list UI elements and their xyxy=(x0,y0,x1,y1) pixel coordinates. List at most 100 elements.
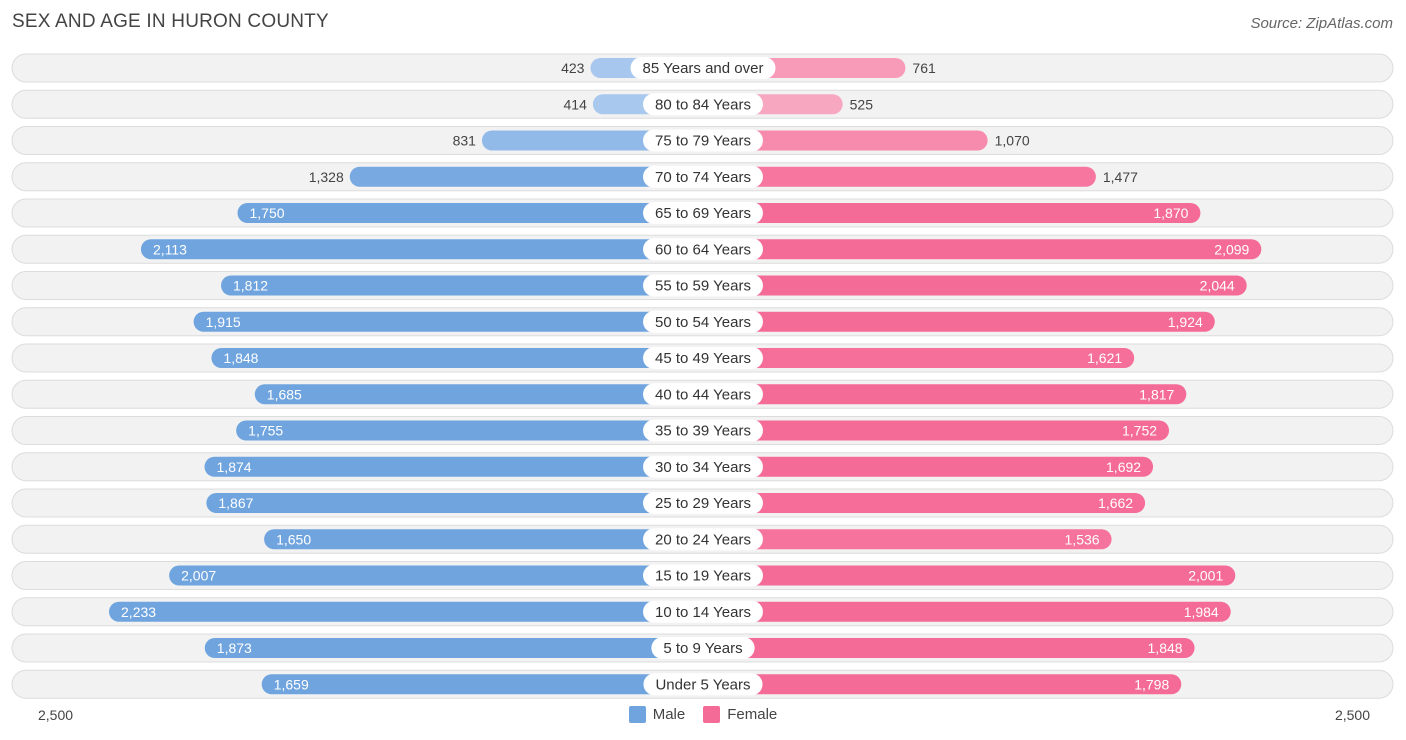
male-value-label: 1,915 xyxy=(206,314,241,330)
male-bar[interactable] xyxy=(221,275,703,296)
legend-female-label: Female xyxy=(727,706,778,723)
male-value-label: 1,685 xyxy=(267,386,302,402)
male-value-label: 1,750 xyxy=(250,205,285,221)
male-bar[interactable] xyxy=(349,166,703,187)
male-value-label: 1,873 xyxy=(217,640,252,656)
female-bar[interactable] xyxy=(703,311,1215,332)
legend: Male Female xyxy=(0,706,1406,723)
male-value-label: 2,113 xyxy=(153,241,187,257)
male-bar[interactable] xyxy=(254,384,704,405)
legend-item-female[interactable]: Female xyxy=(703,706,777,723)
age-row: 1,874 1,692 30 to 34 Years xyxy=(11,452,1394,482)
age-group-pill xyxy=(643,564,763,587)
age-group-label: Under 5 Years xyxy=(655,676,750,693)
age-group-pill xyxy=(643,492,763,514)
age-group-pill xyxy=(643,274,763,297)
female-value-label: 1,752 xyxy=(1122,423,1157,439)
age-group-label: 55 to 59 Years xyxy=(655,278,751,295)
female-value-label: 2,001 xyxy=(1188,568,1223,584)
female-swatch xyxy=(703,706,721,723)
male-value-label: 423 xyxy=(561,60,585,76)
age-group-pill xyxy=(643,238,763,261)
female-value-label: 1,692 xyxy=(1106,459,1141,475)
female-bar[interactable] xyxy=(703,529,1112,550)
age-group-pill xyxy=(643,347,763,369)
female-bar[interactable] xyxy=(703,565,1236,586)
female-bar[interactable] xyxy=(703,203,1201,223)
female-value-label: 1,477 xyxy=(1103,169,1138,185)
female-value-label: 2,099 xyxy=(1214,241,1249,257)
age-group-label: 60 to 64 Years xyxy=(655,241,751,258)
male-value-label: 1,867 xyxy=(218,495,253,511)
axis-right-label: 2,500 xyxy=(1334,707,1370,723)
age-group-pill xyxy=(643,383,763,406)
male-bar[interactable] xyxy=(264,529,703,550)
female-value-label: 1,798 xyxy=(1134,676,1169,692)
male-bar[interactable] xyxy=(206,493,704,513)
male-value-label: 1,650 xyxy=(276,531,311,547)
female-value-label: 1,984 xyxy=(1184,604,1219,620)
female-value-label: 1,848 xyxy=(1148,640,1183,656)
female-value-label: 761 xyxy=(912,60,936,76)
age-row: 1,650 1,536 20 to 24 Years xyxy=(11,524,1394,554)
male-bar[interactable] xyxy=(109,601,704,622)
female-bar[interactable] xyxy=(703,275,1247,296)
age-group-label: 75 to 79 Years xyxy=(655,133,751,150)
female-value-label: 1,070 xyxy=(995,133,1030,149)
male-bar[interactable] xyxy=(140,239,703,260)
male-bar[interactable] xyxy=(193,311,704,332)
female-bar[interactable] xyxy=(703,456,1154,477)
legend-item-male[interactable]: Male xyxy=(628,706,686,723)
female-bar[interactable] xyxy=(703,601,1231,622)
female-bar[interactable] xyxy=(703,130,988,151)
age-row: 2,113 2,099 60 to 64 Years xyxy=(11,234,1394,264)
age-group-label: 50 to 54 Years xyxy=(655,314,751,331)
age-group-pill xyxy=(643,165,763,188)
female-bar[interactable] xyxy=(703,239,1262,260)
legend-male-label: Male xyxy=(652,706,686,723)
age-group-pill xyxy=(643,202,763,224)
female-value-label: 2,044 xyxy=(1200,278,1235,294)
age-row: 2,007 2,001 15 to 19 Years xyxy=(11,561,1394,590)
age-group-pill xyxy=(643,673,763,696)
female-value-label: 1,662 xyxy=(1098,495,1133,511)
age-group-pill xyxy=(643,93,763,116)
female-bar[interactable] xyxy=(703,638,1195,658)
female-bar[interactable] xyxy=(703,166,1096,187)
male-value-label: 2,233 xyxy=(121,604,156,620)
female-bar[interactable] xyxy=(703,384,1187,405)
male-bar[interactable] xyxy=(169,565,703,586)
age-group-label: 65 to 69 Years xyxy=(655,205,751,222)
male-value-label: 1,328 xyxy=(309,169,344,185)
male-bar[interactable] xyxy=(236,420,704,441)
female-bar[interactable] xyxy=(703,348,1135,368)
age-group-label: 5 to 9 Years xyxy=(663,640,742,657)
male-value-label: 1,848 xyxy=(223,350,258,366)
male-bar[interactable] xyxy=(211,348,703,368)
male-value-label: 831 xyxy=(453,133,477,149)
male-bar[interactable] xyxy=(237,203,704,223)
male-value-label: 2,007 xyxy=(181,568,216,584)
age-row: 831 1,070 75 to 79 Years xyxy=(11,126,1394,155)
age-group-pill xyxy=(643,419,763,442)
female-bar[interactable] xyxy=(703,493,1146,513)
age-row: 1,873 1,848 5 to 9 Years xyxy=(11,633,1394,663)
age-group-label: 70 to 74 Years xyxy=(655,169,751,186)
age-group-label: 35 to 39 Years xyxy=(655,423,751,440)
age-row: 1,328 1,477 70 to 74 Years xyxy=(11,162,1394,192)
age-group-label: 45 to 49 Years xyxy=(655,350,751,367)
female-bar[interactable] xyxy=(703,674,1182,695)
age-group-label: 25 to 29 Years xyxy=(655,495,751,512)
age-row: 1,915 1,924 50 to 54 Years xyxy=(11,307,1394,337)
male-bar[interactable] xyxy=(204,638,704,658)
male-value-label: 414 xyxy=(564,96,588,112)
male-bar[interactable] xyxy=(204,456,704,477)
age-row: 1,848 1,621 45 to 49 Years xyxy=(11,343,1394,373)
female-bar[interactable] xyxy=(703,420,1170,441)
male-value-label: 1,874 xyxy=(217,459,252,475)
male-value-label: 1,812 xyxy=(233,278,268,294)
age-group-pill xyxy=(643,600,763,623)
male-bar[interactable] xyxy=(261,674,703,695)
age-group-pill xyxy=(630,57,776,79)
age-row: 1,659 1,798 Under 5 Years xyxy=(11,669,1394,699)
